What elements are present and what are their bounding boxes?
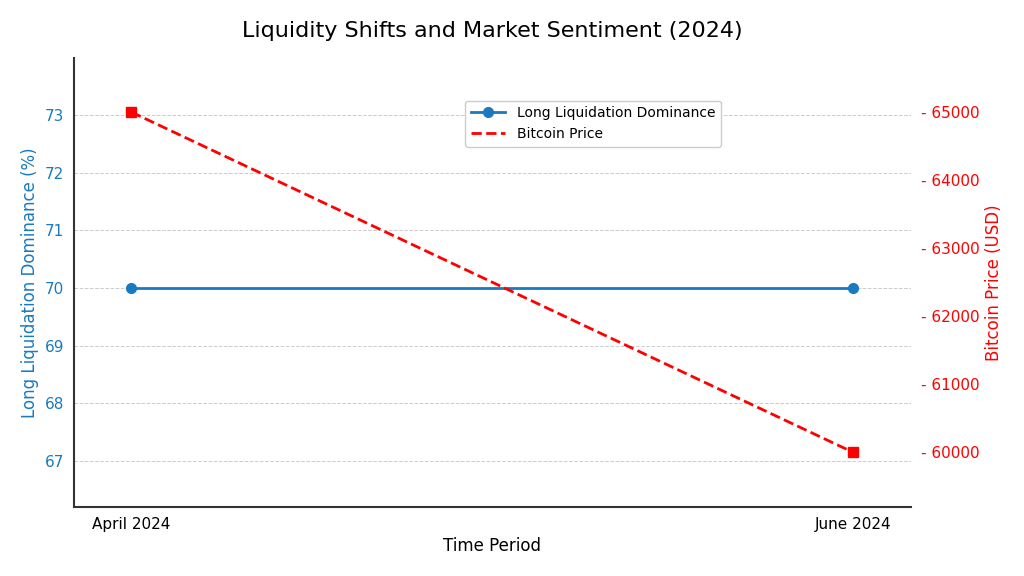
Bitcoin Price xyxy=(155,122,167,129)
Bitcoin Price xyxy=(785,420,798,427)
Y-axis label: Long Liquidation Dominance (%): Long Liquidation Dominance (%) xyxy=(20,147,39,418)
X-axis label: Time Period: Time Period xyxy=(443,537,542,555)
Title: Liquidity Shifts and Market Sentiment (2024): Liquidity Shifts and Market Sentiment (2… xyxy=(242,21,742,41)
Bitcoin Price xyxy=(169,129,181,136)
Bitcoin Price xyxy=(259,172,271,179)
Bitcoin Price xyxy=(811,432,823,439)
Legend: Long Liquidation Dominance, Bitcoin Price: Long Liquidation Dominance, Bitcoin Pric… xyxy=(465,101,721,147)
Bitcoin Price xyxy=(847,449,859,456)
Y-axis label: Bitcoin Price (USD): Bitcoin Price (USD) xyxy=(985,204,1004,361)
Bitcoin Price xyxy=(125,109,137,116)
Line: Bitcoin Price: Bitcoin Price xyxy=(131,112,853,452)
Bitcoin Price xyxy=(317,199,330,206)
